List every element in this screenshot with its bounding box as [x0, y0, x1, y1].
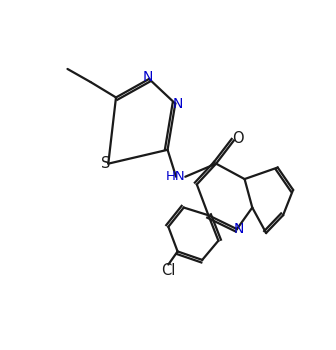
Text: N: N	[233, 222, 244, 236]
Text: N: N	[142, 70, 153, 84]
Text: Cl: Cl	[161, 263, 175, 278]
Text: S: S	[101, 156, 111, 171]
Text: O: O	[232, 131, 244, 146]
Text: N: N	[172, 97, 183, 111]
Text: HN: HN	[166, 170, 186, 183]
